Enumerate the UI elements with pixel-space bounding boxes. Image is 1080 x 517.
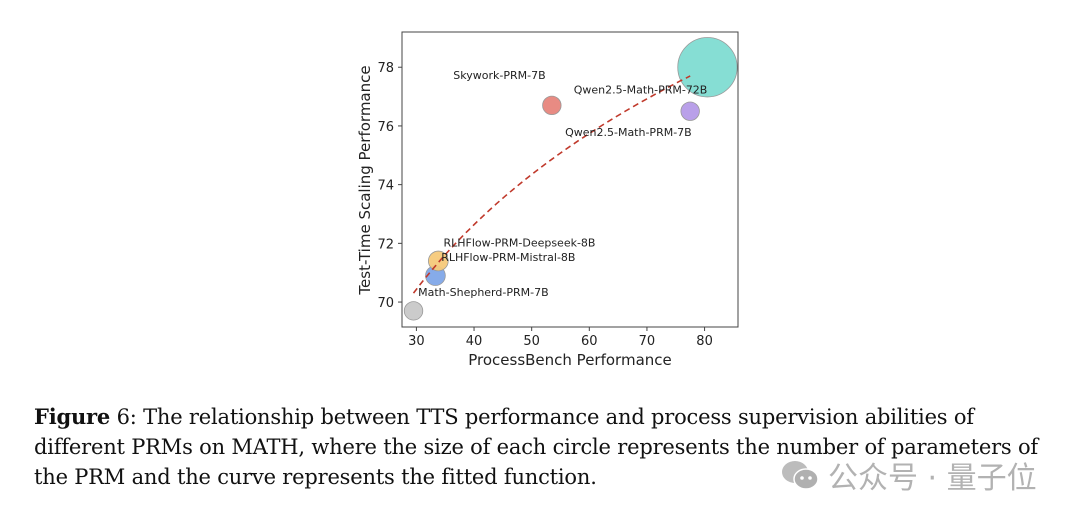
data-point [428, 250, 449, 272]
x-tick-label: 30 [408, 334, 425, 349]
y-tick-label: 76 [377, 120, 394, 135]
x-tick-label: 40 [466, 334, 483, 349]
caption-label: Figure [34, 404, 111, 429]
x-tick-label: 60 [581, 334, 598, 349]
caption-number: 6 [116, 405, 130, 429]
caption-text: : The relationship between TTS performan… [34, 405, 1038, 489]
watermark: 公众号 · 量子位 [780, 453, 1037, 497]
y-tick-label: 78 [377, 61, 394, 76]
y-tick-label: 74 [377, 179, 394, 194]
scatter-chart: Math-Shepherd-PRM-7B RLHFlow-PRM-Mistral-… [356, 31, 739, 369]
y-tick-label: 72 [377, 237, 394, 252]
point-label: Math-Shepherd-PRM-7B [418, 286, 549, 299]
x-tick-label: 50 [523, 334, 540, 349]
y-tick-label: 70 [377, 296, 394, 311]
point-label: Skywork-PRM-7B [453, 69, 545, 82]
data-point [403, 301, 424, 321]
x-axis-label: ProcessBench Performance [468, 351, 672, 369]
point-label: RLHFlow-PRM-Deepseek-8B [443, 236, 595, 249]
x-tick-label: 70 [639, 334, 656, 349]
data-point [680, 101, 700, 121]
point-label: Qwen2.5-Math-PRM-7B [565, 126, 692, 139]
x-tick-label: 80 [696, 334, 713, 349]
point-label: Qwen2.5-Math-PRM-72B [574, 84, 708, 97]
wechat-icon [782, 461, 819, 490]
data-point [542, 95, 562, 116]
watermark-text: 公众号 · 量子位 [828, 461, 1037, 496]
y-axis-label: Test-Time Scaling Performance [356, 65, 374, 295]
data-point [677, 37, 738, 98]
figure-caption: Figure 6: The relationship between TTS p… [34, 402, 1064, 492]
plot-frame [401, 31, 739, 328]
fitted-curve [412, 75, 691, 294]
point-label: RLHFlow-PRM-Mistral-8B [441, 251, 575, 264]
